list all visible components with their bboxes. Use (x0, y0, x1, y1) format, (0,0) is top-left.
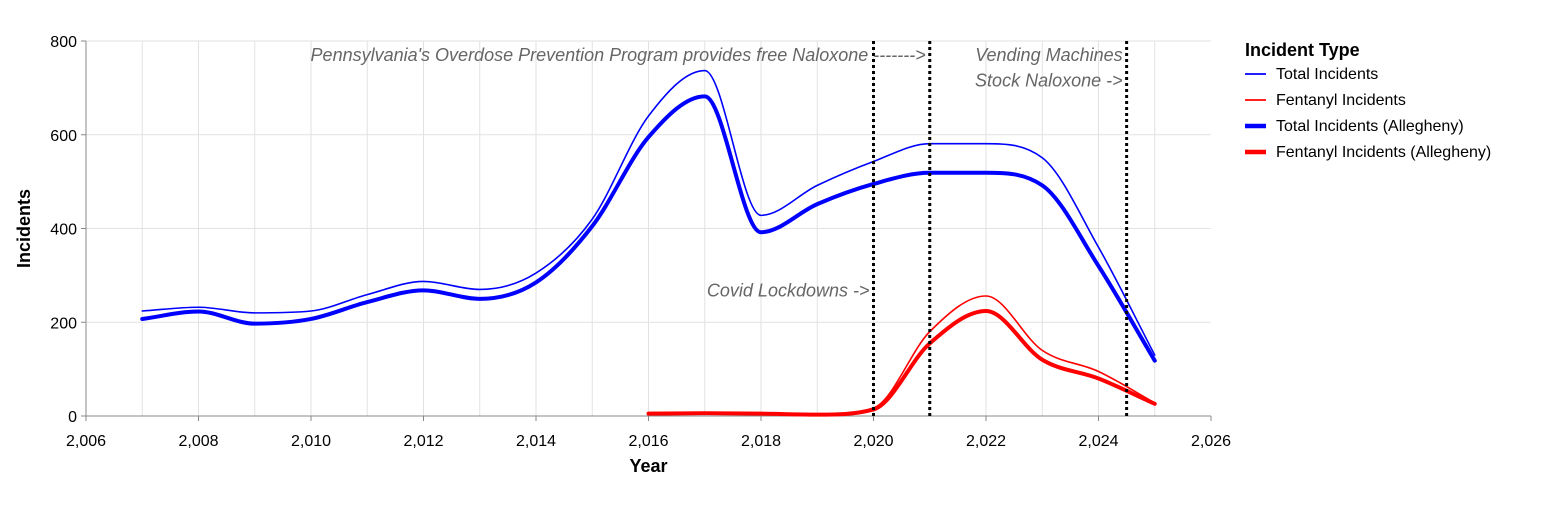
x-tick-label: 2,024 (1078, 433, 1118, 450)
legend-label: Fentanyl Incidents (1276, 92, 1406, 109)
annotations: Covid Lockdowns -> Pennsylvania's Overdos… (311, 45, 1123, 300)
axes: 0 200 400 600 800 2,006 2,008 2,010 2,012 2,014 2,… (14, 34, 1231, 476)
x-tick-label: 2,010 (291, 433, 331, 450)
x-tick-label: 2,012 (403, 433, 443, 450)
series-line-total-incidents-allegheny (140, 94, 1157, 363)
y-tick-label: 400 (50, 222, 77, 239)
y-axis-title: Incidents (14, 189, 34, 268)
x-tick-label: 2,014 (516, 433, 556, 450)
y-tick-label: 800 (50, 34, 77, 51)
annotation-text: Vending Machines (975, 45, 1122, 65)
y-tick-label: 0 (68, 409, 77, 426)
legend-label: Total Incidents (1276, 66, 1378, 83)
x-tick-label: 2,016 (628, 433, 668, 450)
x-tick-label: 2,018 (741, 433, 781, 450)
legend-label: Fentanyl Incidents (Allegheny) (1276, 144, 1491, 161)
series-line-fentanyl-incidents (647, 295, 1156, 415)
annotation-text: Covid Lockdowns -> (707, 280, 870, 300)
annotation-text: Pennsylvania's Overdose Prevention Progr… (311, 45, 926, 65)
y-tick-label: 600 (50, 128, 77, 145)
legend: Incident Type Total Incidents Fentanyl Inc… (1245, 40, 1491, 161)
series-lines (140, 69, 1157, 417)
series-line-total-incidents (141, 69, 1156, 356)
x-tick-label: 2,022 (966, 433, 1006, 450)
x-tick-label: 2,026 (1191, 433, 1231, 450)
x-tick-label: 2,006 (66, 433, 106, 450)
x-axis-title: Year (629, 456, 667, 476)
event-lines (872, 41, 1129, 416)
x-tick-label: 2,020 (853, 433, 893, 450)
series-line-fentanyl-incidents-allegheny (646, 309, 1157, 417)
annotation-text: Stock Naloxone -> (975, 70, 1123, 90)
legend-title: Incident Type (1245, 40, 1360, 60)
x-tick-label: 2,008 (178, 433, 218, 450)
legend-label: Total Incidents (Allegheny) (1276, 118, 1464, 135)
y-tick-label: 200 (50, 315, 77, 332)
